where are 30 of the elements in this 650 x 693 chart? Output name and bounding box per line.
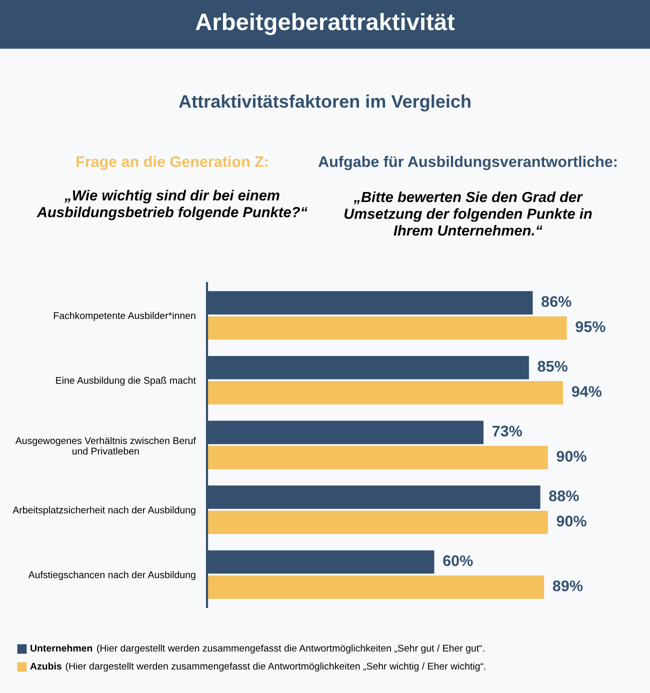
bar	[207, 510, 548, 534]
chart-title: Arbeitgeberattraktivität	[196, 12, 455, 36]
text: „Wie wichtig sind dir bei einem Ausbildungsbetrieb folgende Punkte?“	[36, 190, 308, 220]
data-label: 94%	[572, 386, 602, 397]
data-label: 60%	[443, 555, 473, 566]
data-label: 88%	[549, 490, 579, 502]
y-tick-label: Eine Ausbildung die Spaß macht	[56, 376, 196, 386]
bar	[207, 381, 564, 404]
data-label: 86%	[542, 296, 572, 307]
legend-label: Azubis	[30, 662, 62, 670]
bar	[207, 316, 567, 340]
y-tick-label: Arbeitsplatzsicherheit nach der Ausbildung	[12, 506, 196, 516]
y-tick-label: Fachkompetente Ausbilder*innen	[54, 312, 196, 321]
bar	[207, 446, 548, 470]
data-label: 90%	[556, 450, 586, 462]
data-label: 73%	[492, 426, 522, 437]
bar	[207, 576, 544, 599]
chart-subtitle: Attraktivitätsfaktoren im Vergleich	[178, 94, 470, 112]
legend-label: Unternehmen	[30, 644, 92, 652]
y-tick-label: Aufstiegschancen nach der Ausbildung	[28, 571, 196, 580]
text: (Hier dargestellt werden zusammengefasst die Antwortmöglichkeiten „Sehr gut / Eher gut“.	[97, 644, 484, 654]
data-label: 89%	[552, 580, 583, 592]
text: „Bitte bewerten Sie den Grad der Umsetzung der folgenden Punkte in Ihrem Unternehmen.“	[344, 191, 592, 236]
y-tick-label: Ausgewogenes Verhältnis zwischen Beruf und Privatleben	[15, 436, 196, 455]
text: (Hier dargestellt werden zusammengefasst die Antwortmöglichkeiten „Sehr wichtig / Eher wichtig“.	[66, 662, 486, 672]
text: Frage an die Generation Z:	[76, 156, 268, 170]
text: Aufgabe für Ausbildungsverantwortliche:	[318, 156, 616, 170]
data-label: 85%	[538, 360, 568, 372]
data-label: 95%	[576, 321, 606, 332]
data-label: 90%	[556, 516, 586, 526]
